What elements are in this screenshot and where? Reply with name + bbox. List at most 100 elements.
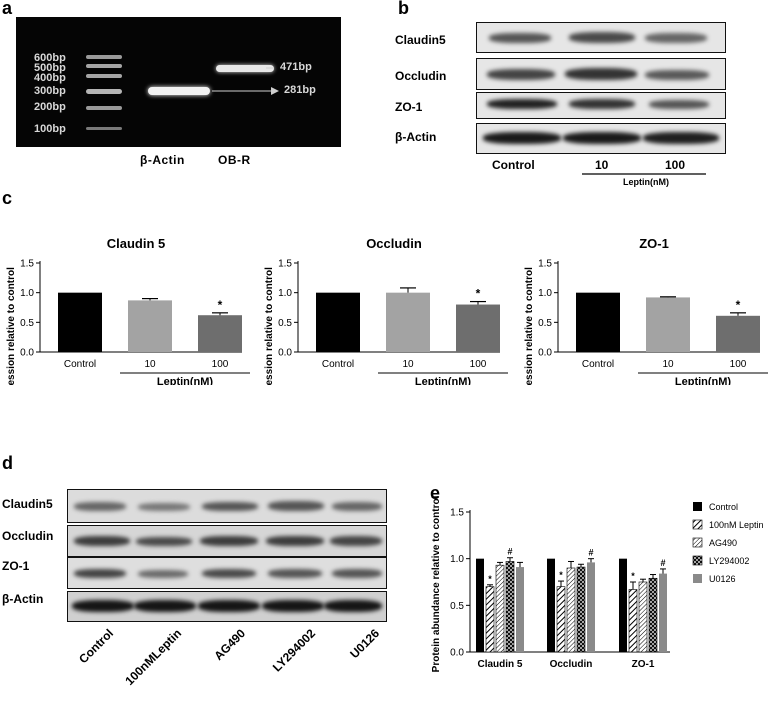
- band-label-471: 471bp: [280, 61, 312, 73]
- blot-band: [202, 569, 256, 578]
- blot-band: [268, 501, 324, 511]
- y-tick-label: 1.5: [20, 259, 34, 270]
- blot-band: [74, 502, 126, 511]
- y-tick-label: 0.5: [450, 601, 464, 612]
- panel-b-letter: b: [398, 0, 409, 18]
- y-tick-label: 1.0: [450, 554, 464, 565]
- blot-band: [649, 100, 709, 109]
- y-tick-label: 1.0: [278, 288, 292, 299]
- significance-marker: *: [218, 298, 223, 312]
- ladder-label: 400bp: [34, 72, 66, 84]
- x-tick-label: 100: [730, 359, 747, 370]
- band-arrows: [212, 67, 279, 95]
- group-label: Leptin(nM): [415, 376, 472, 385]
- group-label: Leptin(nM): [157, 376, 214, 385]
- blot-strip-beta-actin: [476, 123, 726, 154]
- lane-label-control: Control: [76, 626, 116, 666]
- blot-band: [483, 132, 561, 144]
- beta-actin-band: [148, 87, 210, 95]
- group-label: Leptin(nM): [675, 376, 732, 385]
- blot-band: [332, 502, 382, 511]
- y-tick-label: 1.5: [538, 259, 552, 270]
- blot-band: [330, 536, 382, 546]
- bar: [628, 589, 638, 653]
- blot-band: [134, 600, 196, 612]
- arrow-head-281: [271, 87, 279, 95]
- bar: [619, 558, 627, 652]
- significance-marker: #: [507, 547, 512, 557]
- y-tick-label: 1.5: [450, 508, 464, 519]
- chart-pathway-inhibitors: Protein abundance relative to control 0.0…: [431, 495, 764, 672]
- blot-band: [74, 536, 130, 546]
- y-tick-label: 1.0: [538, 288, 552, 299]
- bar: [587, 562, 595, 652]
- legend-swatch: [693, 574, 702, 583]
- blot-band: [332, 569, 382, 578]
- ladder-label: 300bp: [34, 85, 66, 97]
- blot-row-label: β-Actin: [2, 592, 44, 606]
- ladder-label: 600bp: [34, 52, 66, 64]
- legend-swatch: [692, 519, 703, 530]
- lane-label-100nm-leptin: 100nMLeptin: [122, 626, 184, 688]
- ladder-label: 100bp: [34, 123, 66, 135]
- blot-band: [489, 33, 551, 43]
- blot-band: [262, 600, 324, 612]
- blot-band: [138, 570, 188, 578]
- blot-band: [645, 70, 709, 80]
- lane-label-ob-r: OB-R: [218, 153, 251, 167]
- leptin-bracket-line: [582, 173, 706, 175]
- x-tick-label: ZO-1: [632, 659, 655, 670]
- bar: [566, 567, 576, 653]
- panel-e-letter: e: [430, 483, 441, 503]
- bar: [648, 577, 658, 653]
- ladder-band: [86, 106, 122, 110]
- x-tick-label: Occludin: [550, 659, 593, 670]
- x-tick-label: 100: [212, 359, 229, 370]
- significance-marker: #: [588, 548, 593, 558]
- x-tick-label: Control: [582, 359, 614, 370]
- bar: [576, 292, 620, 352]
- bar: [386, 292, 430, 352]
- bar: [485, 586, 495, 653]
- lane-label-100: 100: [665, 158, 686, 172]
- legend-label: U0126: [709, 574, 736, 584]
- significance-marker: *: [736, 298, 741, 312]
- blot-row-label: ZO-1: [395, 100, 423, 114]
- blot-band: [487, 99, 557, 109]
- lane-label-u0126: U0126: [347, 626, 382, 661]
- bar: [716, 315, 760, 352]
- panel-d-letter: d: [2, 453, 13, 473]
- legend-swatch: [692, 537, 703, 548]
- blot-strip-occludin: [476, 58, 726, 90]
- blot-band: [72, 600, 134, 612]
- blot-band: [268, 569, 322, 578]
- blot-strip-claudin5: [476, 22, 726, 53]
- blot-row-label: Occludin: [395, 69, 447, 83]
- blot-band: [202, 502, 258, 511]
- ladder-band: [86, 64, 122, 68]
- bar: [547, 558, 555, 652]
- bar: [58, 292, 102, 352]
- x-tick-label: Control: [322, 359, 354, 370]
- lane-label-ag490: AG490: [211, 626, 248, 663]
- blot-strip-d-zo1: [67, 557, 387, 589]
- blot-band: [569, 99, 635, 109]
- lane-label-ly294002: LY294002: [270, 626, 319, 675]
- y-tick-label: 1.5: [278, 259, 292, 270]
- ladder-band: [86, 127, 122, 130]
- bar: [476, 558, 484, 652]
- bar: [505, 561, 515, 653]
- blot-band: [138, 503, 190, 511]
- legend-swatch: [693, 502, 702, 511]
- blot-band: [569, 32, 635, 43]
- legend-label: LY294002: [709, 556, 749, 566]
- significance-marker: *: [476, 287, 481, 301]
- bar: [516, 567, 524, 652]
- bar: [128, 300, 172, 352]
- legend-label: AG490: [709, 538, 737, 548]
- blot-band: [563, 132, 641, 144]
- band-label-281: 281bp: [284, 84, 316, 96]
- legend-label: 100nM Leptin: [709, 520, 764, 530]
- y-axis-label: Protein expression relative to control: [6, 267, 17, 385]
- lane-label-beta-actin: β-Actin: [140, 153, 185, 167]
